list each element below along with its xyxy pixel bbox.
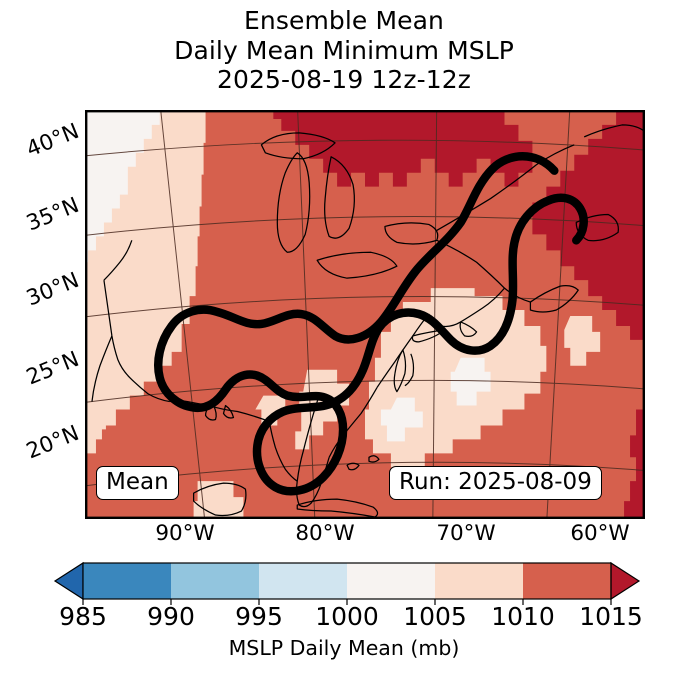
colorbar: 985 990 995 1000 1005 1010 1015 MSLP Dai… — [0, 556, 688, 674]
colorbar-extend-right — [610, 561, 641, 601]
colorbar-band-990-995 — [171, 563, 259, 599]
mslp-contour-map — [86, 111, 644, 518]
colorbar-extend-left — [53, 561, 84, 601]
colorbar-band-1005-1010 — [435, 563, 523, 599]
lat-tick-label-20n: 20°N — [23, 420, 83, 465]
highlight-contour-1010mb — [154, 152, 588, 496]
fill-band-above-1015-greatlakes — [273, 111, 533, 187]
fill-band-1005-1010-atlantic-island — [564, 315, 601, 366]
colorbar-swatches — [53, 561, 641, 605]
fill-band-1005-1010-gulfcoast-patch — [255, 395, 286, 426]
colorbar-tick-985: 985 — [59, 602, 107, 631]
title-line-2: Daily Mean Minimum MSLP — [174, 35, 514, 65]
lon-tick-label-60w: 60°W — [570, 521, 630, 546]
title-line-3: 2025-08-19 12z-12z — [217, 65, 471, 94]
lon-tick-label-80w: 80°W — [295, 521, 355, 546]
colorbar-band-995-1000 — [259, 563, 347, 599]
lat-tick-label-25n: 25°N — [23, 346, 83, 391]
colorbar-tick-1000: 1000 — [315, 602, 379, 631]
lat-tick-label-40n: 40°N — [23, 118, 83, 163]
colorbar-tick-1015: 1015 — [579, 602, 643, 631]
map-frame — [86, 111, 644, 518]
lon-tick-label-90w: 90°W — [155, 521, 215, 546]
fill-band-1000-1005-northwest — [86, 111, 160, 265]
fill-band-1005-1010-yucatan — [193, 481, 244, 518]
coastlines — [91, 124, 644, 518]
lat-tick-label-35n: 35°N — [23, 192, 83, 237]
run-date-annotation-box: Run: 2025-08-09 — [389, 466, 602, 501]
colorbar-ticks — [82, 599, 612, 605]
colorbar-tick-1005: 1005 — [403, 602, 467, 631]
fill-band-above-1015-southeast-sliver — [624, 409, 644, 518]
map-plot-area — [85, 110, 645, 519]
lon-tick-label-70w: 70°W — [436, 521, 496, 546]
fill-band-above-1015-atlantic — [532, 111, 644, 340]
title-line-1: Ensemble Mean — [244, 6, 444, 35]
colorbar-band-1010-1015 — [523, 563, 611, 599]
lat-tick-label-30n: 30°N — [23, 267, 83, 312]
colorbar-tick-1010: 1010 — [491, 602, 555, 631]
colorbar-tick-990: 990 — [147, 602, 195, 631]
colorbar-tick-995: 995 — [235, 602, 283, 631]
fill-band-1000-1005-atlantic-core-2 — [380, 397, 423, 442]
mean-annotation-box: Mean — [96, 466, 179, 501]
fill-band-1000-1005-atlantic-core — [450, 357, 491, 406]
figure-title: Ensemble Mean Daily Mean Minimum MSLP 20… — [0, 6, 688, 95]
colorbar-axis-title: MSLP Daily Mean (mb) — [228, 636, 460, 660]
colorbar-band-1000-1005 — [347, 563, 435, 599]
colorbar-band-985-990 — [83, 563, 171, 599]
